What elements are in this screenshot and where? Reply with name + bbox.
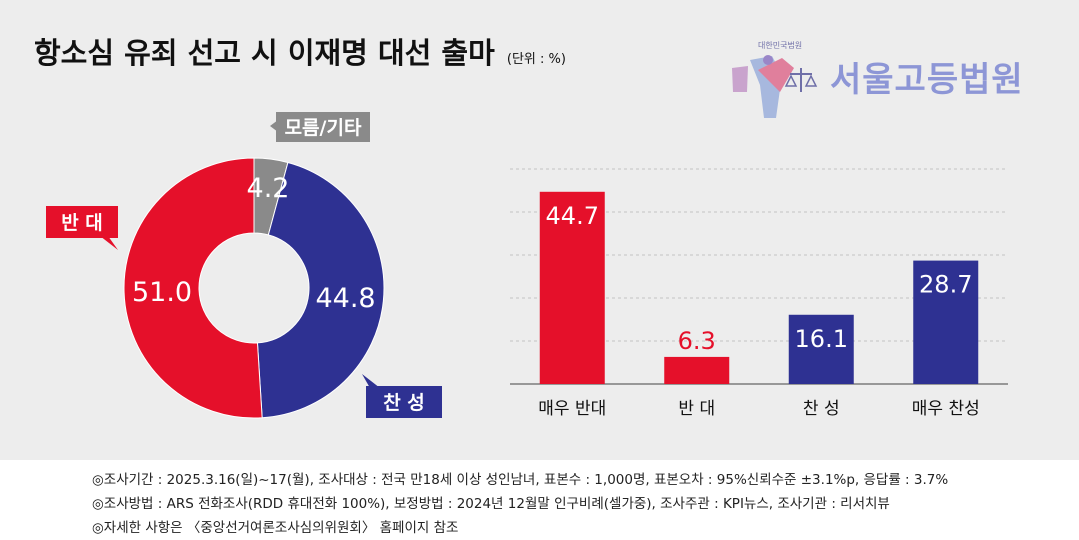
bar-value-label: 16.1 xyxy=(795,325,848,353)
bar-value-label: 44.7 xyxy=(546,202,599,230)
callout-box-support xyxy=(366,386,442,418)
donut-legend-label-oppose: 반 대 xyxy=(61,212,103,234)
bar xyxy=(913,260,979,384)
court-logo: 대한민국법원 서울고등법원 xyxy=(720,30,1050,120)
callout-pointer-oppose xyxy=(100,236,118,250)
title-text: 항소심 유죄 선고 시 이재명 대선 출마 xyxy=(34,36,495,70)
bar xyxy=(664,356,730,384)
donut-chart: 51.0 44.8 4.2 반 대찬 성 모름/기타 xyxy=(46,112,442,419)
callout-box-oppose xyxy=(46,206,118,238)
seal-text: 대한민국법원 xyxy=(758,40,802,50)
footnote-survey-method: ◎조사방법 : ARS 전화조사(RDD 휴대전화 100%), 보정방법 : … xyxy=(92,496,890,512)
donut-value-label-support: 44.8 xyxy=(315,283,375,314)
donut-legend-label-unknown: 모름/기타 xyxy=(285,117,362,139)
footnote-reference: ◎자세한 사항은 〈중앙선거여론조사심의위원회〉 홈페이지 참조 xyxy=(92,520,459,536)
court-emblem-icon: 대한민국법원 xyxy=(732,40,818,118)
page-title: 항소심 유죄 선고 시 이재명 대선 출마 (단위 : %) xyxy=(34,30,566,72)
bar-value-label: 28.7 xyxy=(919,271,972,299)
footnote-survey-period: ◎조사기간 : 2025.3.16(일)~17(월), 조사대상 : 전국 만1… xyxy=(92,472,949,488)
bar-value-label: 6.3 xyxy=(678,327,716,355)
donut-value-label-oppose: 51.0 xyxy=(132,277,192,308)
bar xyxy=(539,191,605,384)
unit-label: (단위 : %) xyxy=(506,52,566,67)
logo-text: 서울고등법원 xyxy=(830,60,1024,100)
bar-chart: 44.7 매우 반대 6.3 반 대 16.1 찬 성 28.7 매우 찬성 xyxy=(510,168,1008,419)
donut-value-label-unknown: 4.2 xyxy=(247,173,290,204)
bar-category-label: 찬 성 xyxy=(803,399,840,419)
bar xyxy=(788,314,854,384)
bar-category-label: 매우 찬성 xyxy=(912,399,980,419)
donut-legend-label-support: 찬 성 xyxy=(383,392,425,414)
bar-category-label: 매우 반대 xyxy=(538,399,606,419)
donut-slice-support xyxy=(256,161,385,419)
footer: ◎조사기간 : 2025.3.16(일)~17(월), 조사대상 : 전국 만1… xyxy=(0,460,1079,540)
callout-pointer-support xyxy=(362,374,380,388)
bar-category-label: 반 대 xyxy=(678,399,715,419)
donut-slice-oppose xyxy=(123,157,263,419)
callout-box-unknown xyxy=(276,112,370,142)
